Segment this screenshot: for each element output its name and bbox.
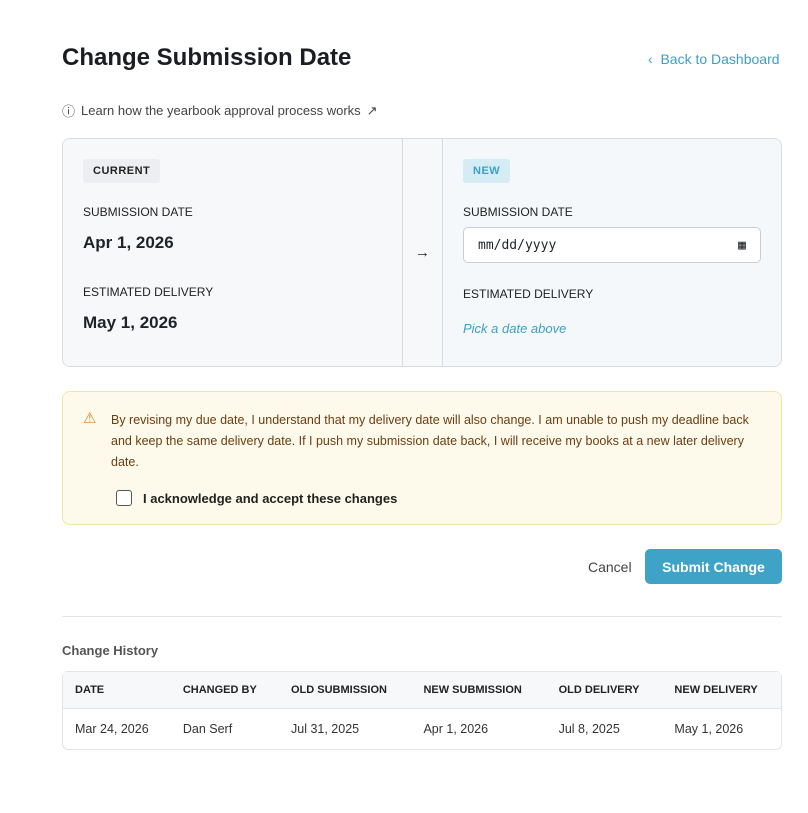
change-history-table: DATE CHANGED BY OLD SUBMISSION NEW SUBMI…: [62, 671, 782, 750]
submit-change-button[interactable]: Submit Change: [645, 549, 782, 584]
col-old-delivery: OLD DELIVERY: [546, 672, 663, 709]
acknowledge-checkbox[interactable]: I acknowledge and accept these changes: [116, 490, 761, 506]
new-delivery-hint: Pick a date above: [463, 321, 567, 336]
warning-box: ⚠ By revising my due date, I understand …: [62, 391, 782, 525]
learn-label: Learn how the yearbook approval process …: [81, 103, 361, 118]
new-panel: NEW SUBMISSION DATE mm/dd/yyyy ▦ ESTIMATE…: [443, 139, 781, 366]
cell-changed-by: Dan Serf: [182, 722, 233, 736]
cell-old-submission: Jul 31, 2025: [291, 722, 360, 736]
current-panel: CURRENT SUBMISSION DATE Apr 1, 2026 ESTI…: [63, 139, 402, 366]
col-new-delivery: NEW DELIVERY: [662, 672, 781, 709]
current-submission-value: Apr 1, 2026: [83, 233, 174, 252]
date-placeholder: mm/dd/yyyy: [478, 237, 557, 253]
change-history-title: Change History: [62, 643, 159, 658]
learn-link[interactable]: ⓘ Learn how the yearbook approval process…: [62, 101, 378, 120]
info-icon: ⓘ: [62, 104, 76, 119]
current-delivery-label: ESTIMATED DELIVERY: [83, 285, 214, 299]
calendar-icon[interactable]: ▦: [738, 237, 746, 253]
current-badge: CURRENT: [83, 159, 161, 183]
warning-text: By revising my due date, I understand th…: [111, 413, 749, 469]
col-date: DATE: [63, 672, 171, 709]
date-comparison-card: CURRENT SUBMISSION DATE Apr 1, 2026 ESTI…: [62, 138, 782, 367]
cell-new-delivery: May 1, 2026: [674, 722, 744, 736]
new-submission-date-input[interactable]: mm/dd/yyyy ▦: [463, 227, 761, 263]
acknowledge-label: I acknowledge and accept these changes: [143, 490, 398, 506]
new-delivery-label: ESTIMATED DELIVERY: [463, 287, 594, 301]
new-submission-label: SUBMISSION DATE: [463, 205, 573, 219]
current-submission-label: SUBMISSION DATE: [83, 205, 193, 219]
cell-new-submission: Apr 1, 2026: [423, 722, 489, 736]
chevron-left-icon: ‹: [648, 51, 661, 67]
col-old-submission: OLD SUBMISSION: [279, 672, 412, 709]
col-new-submission: NEW SUBMISSION: [411, 672, 547, 709]
cell-old-delivery: Jul 8, 2025: [558, 722, 620, 736]
checkbox[interactable]: [116, 490, 132, 506]
warning-icon: ⚠: [83, 410, 97, 427]
divider: [62, 616, 782, 617]
new-badge: NEW: [463, 159, 511, 183]
external-link-icon: ↗: [366, 102, 378, 118]
arrow-right-icon: →: [402, 139, 443, 366]
cell-date: Mar 24, 2026: [75, 722, 149, 736]
back-label: Back to Dashboard: [660, 51, 780, 67]
cancel-button[interactable]: Cancel: [588, 559, 632, 575]
col-changed-by: CHANGED BY: [170, 672, 279, 709]
current-delivery-value: May 1, 2026: [83, 313, 178, 332]
back-to-dashboard-link[interactable]: ‹ Back to Dashboard: [648, 51, 780, 67]
table-row: Mar 24, 2026 Dan Serf Jul 31, 2025 Apr 1…: [63, 709, 781, 749]
page-title: Change Submission Date: [62, 44, 352, 71]
